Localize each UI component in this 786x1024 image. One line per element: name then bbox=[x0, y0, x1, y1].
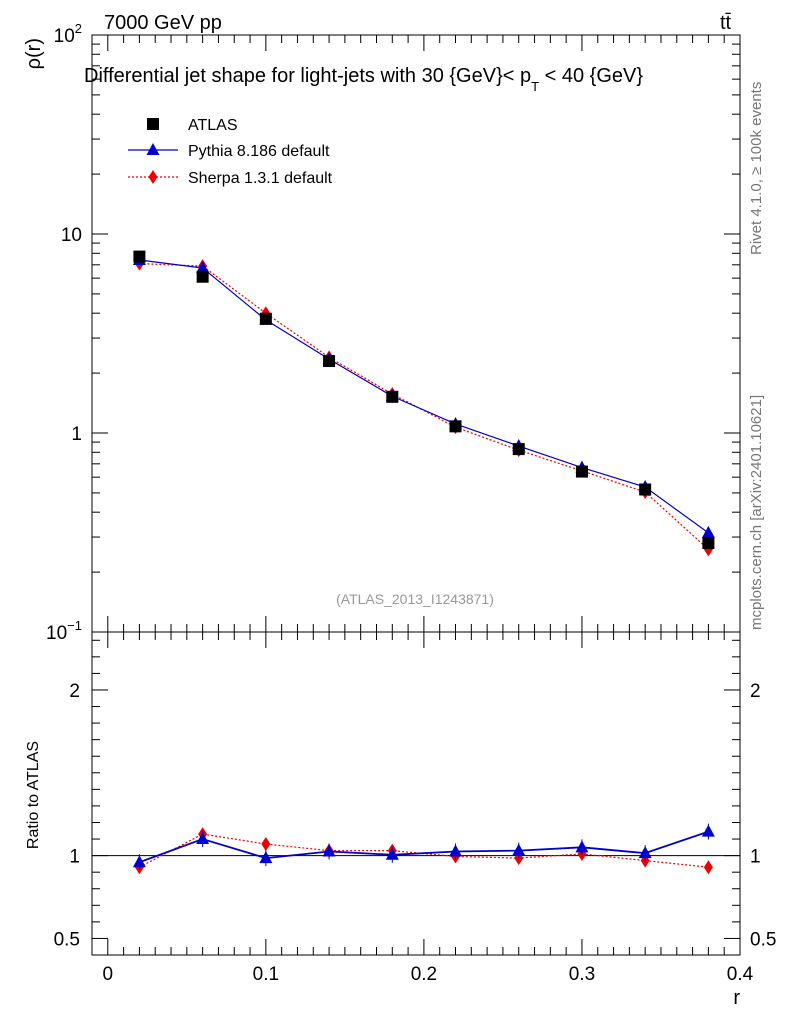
main-point-pythia bbox=[196, 260, 210, 273]
main-y-tick-label: 10 bbox=[61, 225, 82, 246]
main-point-atlas bbox=[386, 390, 399, 403]
main-point-atlas bbox=[639, 483, 652, 496]
legend-marker bbox=[146, 143, 160, 155]
legend-label: ATLAS bbox=[188, 117, 238, 134]
legend-entry-pythia: Pythia 8.186 default bbox=[128, 143, 330, 160]
analysis-watermark: (ATLAS_2013_I1243871) bbox=[336, 591, 494, 607]
ratio-point-pythia bbox=[259, 851, 273, 864]
plot-title-sub: T bbox=[531, 79, 539, 94]
ratio-point-pythia bbox=[449, 844, 463, 857]
main-y-tick-label: 102 bbox=[54, 21, 82, 47]
legend-label: Pythia 8.186 default bbox=[188, 143, 330, 160]
legend-label: Sherpa 1.3.1 default bbox=[188, 170, 333, 187]
main-point-atlas bbox=[259, 312, 272, 325]
main-point-atlas bbox=[702, 537, 715, 550]
main-point-atlas bbox=[575, 465, 588, 478]
plot-title-main: Differential jet shape for light-jets wi… bbox=[84, 65, 531, 87]
main-axis-ticks: 10−1 1 10 102 bbox=[46, 21, 741, 644]
ratio-point-pythia bbox=[512, 843, 526, 856]
ratio-y-tick-label-right: 0.5 bbox=[750, 929, 776, 950]
ratio-y-tick-label: 0.5 bbox=[54, 929, 80, 950]
x-tick-label: 0 bbox=[103, 964, 114, 985]
main-point-atlas bbox=[323, 355, 336, 368]
plot-title-end: < 40 {GeV} bbox=[539, 65, 643, 87]
main-series-line-pythia bbox=[139, 259, 709, 534]
legend-marker bbox=[147, 118, 159, 130]
legend-entry-atlas: ATLAS bbox=[147, 117, 238, 134]
legend-entry-sherpa: Sherpa 1.3.1 default bbox=[128, 170, 333, 187]
main-series-layer bbox=[132, 250, 715, 557]
x-tick-label: 0.4 bbox=[727, 964, 754, 985]
main-y-tick-label: 10−1 bbox=[46, 618, 82, 644]
ratio-point-pythia bbox=[638, 846, 652, 859]
x-tick-label: 0.3 bbox=[569, 964, 595, 985]
plot-title: Differential jet shape for light-jets wi… bbox=[84, 65, 643, 94]
ratio-point-sherpa bbox=[261, 837, 271, 852]
ratio-point-pythia bbox=[196, 832, 210, 845]
energy-label: 7000 GeV pp bbox=[104, 12, 222, 34]
ratio-y-tick-label-right: 2 bbox=[750, 681, 761, 702]
main-point-pythia bbox=[701, 525, 715, 538]
main-y-axis-label: ρ(r) bbox=[23, 38, 45, 69]
legend-marker bbox=[148, 170, 158, 184]
ratio-point-pythia bbox=[132, 855, 146, 868]
ratio-y-axis-label: Ratio to ATLAS bbox=[25, 741, 42, 849]
legend: ATLAS Pythia 8.186 default Sherpa 1.3.1 de… bbox=[128, 117, 333, 187]
main-series-line-sherpa bbox=[139, 263, 709, 550]
ratio-plot-frame bbox=[91, 631, 741, 956]
x-axis-label: r bbox=[733, 987, 740, 1009]
ratio-point-pythia bbox=[701, 824, 715, 837]
ratio-y-tick-label: 2 bbox=[69, 681, 80, 702]
ratio-axis-ticks: 0 0.1 0.2 0.3 0.4 0.5 0.5 1 1 2 2 bbox=[54, 632, 776, 985]
ratio-series-layer bbox=[132, 823, 715, 875]
x-tick-label: 0.1 bbox=[253, 964, 279, 985]
ratio-series-line-pythia bbox=[139, 830, 709, 864]
ratio-y-tick-label-right: 1 bbox=[750, 847, 761, 868]
main-point-atlas bbox=[449, 420, 462, 433]
mcplots-label: mcplots.cern.ch [arXiv:2401.10621] bbox=[748, 395, 765, 630]
main-point-atlas bbox=[512, 443, 525, 456]
ratio-point-pythia bbox=[385, 847, 399, 860]
main-point-atlas bbox=[133, 250, 146, 263]
x-tick-label: 0.2 bbox=[411, 964, 437, 985]
main-y-tick-label: 1 bbox=[71, 424, 82, 445]
ratio-y-tick-label: 1 bbox=[69, 847, 80, 868]
ratio-point-sherpa bbox=[703, 860, 713, 875]
rivet-label: Rivet 4.1.0, ≥ 100k events bbox=[748, 82, 765, 255]
process-label: tt̄ bbox=[720, 12, 732, 34]
ratio-point-pythia bbox=[575, 840, 589, 853]
main-point-atlas bbox=[196, 270, 209, 283]
ratio-point-pythia bbox=[322, 844, 336, 857]
